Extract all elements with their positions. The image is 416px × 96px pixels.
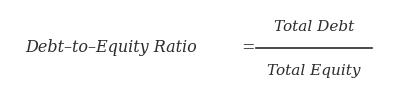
Text: =: = [241,39,254,57]
Text: Total Equity: Total Equity [267,64,361,78]
Text: Debt–to–Equity Ratio: Debt–to–Equity Ratio [25,39,197,57]
Text: Total Debt: Total Debt [274,20,354,34]
